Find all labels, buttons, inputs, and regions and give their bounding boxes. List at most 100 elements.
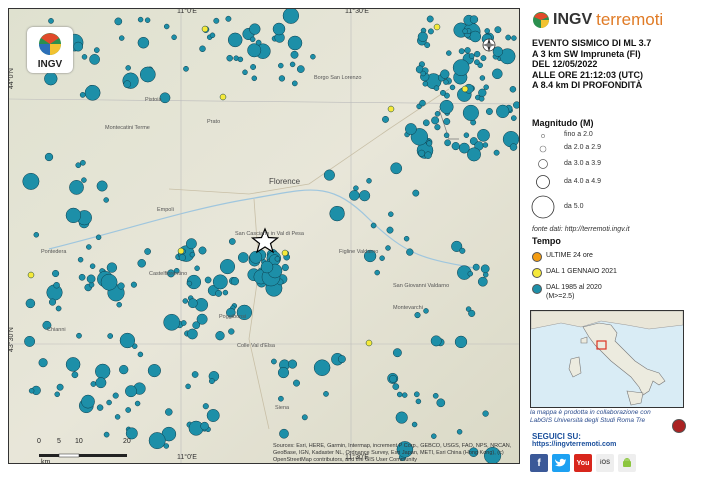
earthquake-marker[interactable] — [396, 391, 403, 398]
earthquake-marker[interactable] — [159, 92, 171, 104]
earthquake-marker[interactable] — [201, 25, 209, 33]
earthquake-marker[interactable] — [106, 262, 118, 273]
earthquake-marker[interactable] — [482, 142, 489, 148]
earthquake-marker[interactable] — [422, 81, 429, 87]
earthquake-marker[interactable] — [477, 128, 490, 142]
earthquake-marker[interactable] — [426, 140, 433, 147]
earthquake-marker[interactable] — [163, 443, 170, 449]
earthquake-marker[interactable] — [95, 377, 107, 389]
earthquake-marker[interactable] — [22, 172, 40, 190]
earthquake-marker[interactable] — [433, 23, 441, 31]
earthquake-marker[interactable] — [237, 56, 244, 63]
earthquake-marker[interactable] — [52, 269, 60, 278]
earthquake-marker[interactable] — [119, 332, 136, 349]
earthquake-marker[interactable] — [278, 62, 284, 69]
facebook-icon[interactable]: f — [530, 454, 548, 472]
earthquake-marker[interactable] — [464, 47, 471, 54]
earthquake-marker[interactable] — [44, 72, 58, 86]
earthquake-marker[interactable] — [272, 22, 286, 36]
earthquake-marker[interactable] — [467, 147, 481, 162]
earthquake-marker[interactable] — [191, 371, 199, 378]
earthquake-marker[interactable] — [242, 69, 248, 76]
earthquake-marker[interactable] — [454, 335, 468, 349]
italy-inset-map[interactable] — [530, 310, 684, 408]
earthquake-marker[interactable] — [301, 414, 308, 421]
earthquake-marker[interactable] — [484, 28, 490, 34]
earthquake-marker[interactable] — [123, 80, 132, 89]
earthquake-marker[interactable] — [215, 289, 223, 297]
earthquake-marker[interactable] — [107, 333, 114, 339]
earthquake-marker[interactable] — [271, 358, 277, 365]
earthquake-marker[interactable] — [222, 289, 229, 296]
earthquake-marker[interactable] — [313, 359, 331, 376]
earthquake-marker[interactable] — [125, 427, 138, 440]
earthquake-marker[interactable] — [389, 374, 398, 383]
earthquake-marker[interactable] — [125, 407, 132, 413]
earthquake-marker[interactable] — [139, 66, 156, 83]
earthquake-marker[interactable] — [509, 143, 518, 151]
earthquake-marker[interactable] — [479, 75, 486, 81]
earthquake-marker[interactable] — [281, 249, 289, 257]
earthquake-marker[interactable] — [469, 15, 479, 24]
earthquake-marker[interactable] — [204, 276, 212, 284]
earthquake-marker[interactable] — [505, 34, 512, 41]
earthquake-marker[interactable] — [492, 68, 503, 80]
earthquake-marker[interactable] — [456, 429, 463, 435]
earthquake-marker[interactable] — [134, 400, 141, 407]
earthquake-marker[interactable] — [89, 54, 100, 65]
earthquake-marker[interactable] — [468, 309, 476, 317]
earthquake-marker[interactable] — [459, 247, 466, 254]
earthquake-marker[interactable] — [282, 9, 300, 24]
earthquake-marker[interactable] — [27, 271, 35, 279]
earthquake-marker[interactable] — [137, 351, 144, 358]
earthquake-marker[interactable] — [291, 80, 298, 87]
earthquake-marker[interactable] — [215, 331, 225, 341]
earthquake-marker[interactable] — [281, 263, 289, 272]
earthquake-marker[interactable] — [395, 411, 408, 424]
earthquake-marker[interactable] — [478, 88, 487, 97]
earthquake-marker[interactable] — [467, 270, 474, 277]
earthquake-marker[interactable] — [198, 246, 207, 255]
earthquake-marker[interactable] — [186, 280, 193, 287]
earthquake-marker[interactable] — [185, 383, 191, 390]
earthquake-marker[interactable] — [278, 75, 286, 82]
earthquake-marker[interactable] — [287, 35, 303, 51]
follow-us-link[interactable]: https://ingvterremoti.com — [532, 441, 617, 448]
earthquake-marker[interactable] — [474, 59, 480, 66]
earthquake-marker[interactable] — [187, 298, 198, 309]
earthquake-marker[interactable] — [434, 111, 441, 117]
earthquake-marker[interactable] — [485, 108, 493, 115]
earthquake-marker[interactable] — [185, 238, 197, 250]
earthquake-marker[interactable] — [468, 53, 475, 59]
earthquake-marker[interactable] — [86, 274, 96, 284]
earthquake-marker[interactable] — [434, 124, 441, 131]
earthquake-marker[interactable] — [65, 207, 82, 224]
earthquake-marker[interactable] — [420, 70, 426, 77]
earthquake-marker[interactable] — [424, 151, 432, 159]
earthquake-marker[interactable] — [414, 312, 421, 319]
earthquake-marker[interactable] — [81, 177, 87, 183]
earthquake-marker[interactable] — [199, 45, 206, 53]
earthquake-marker[interactable] — [433, 85, 440, 91]
earthquake-marker[interactable] — [93, 47, 100, 53]
earthquake-marker[interactable] — [177, 247, 185, 255]
earthquake-marker[interactable] — [163, 313, 181, 331]
earthquake-marker[interactable] — [478, 95, 485, 102]
earthquake-marker[interactable] — [171, 34, 177, 41]
earthquake-marker[interactable] — [386, 226, 394, 234]
earthquake-marker[interactable] — [337, 355, 346, 364]
earthquake-marker[interactable] — [365, 339, 373, 347]
earthquake-marker[interactable] — [182, 298, 189, 304]
earthquake-marker[interactable] — [96, 180, 108, 192]
earthquake-marker[interactable] — [483, 84, 489, 90]
earthquake-marker[interactable] — [44, 152, 54, 162]
earthquake-marker[interactable] — [78, 273, 86, 281]
earthquake-marker[interactable] — [461, 85, 469, 93]
earthquake-marker[interactable] — [65, 357, 81, 372]
earthquake-marker[interactable] — [412, 189, 420, 197]
earthquake-marker[interactable] — [114, 414, 121, 420]
earthquake-marker[interactable] — [112, 392, 119, 399]
earthquake-marker[interactable] — [144, 248, 151, 255]
earthquake-marker[interactable] — [323, 391, 329, 397]
earthquake-marker[interactable] — [465, 306, 472, 312]
